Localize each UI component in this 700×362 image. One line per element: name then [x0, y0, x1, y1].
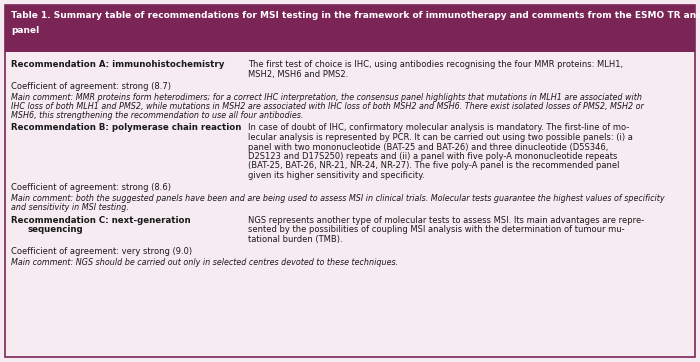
FancyBboxPatch shape — [5, 5, 695, 357]
Text: Main comment: MMR proteins form heterodimers; for a correct IHC interpretation, : Main comment: MMR proteins form heterodi… — [11, 93, 642, 101]
Text: sented by the possibilities of coupling MSI analysis with the determination of t: sented by the possibilities of coupling … — [248, 226, 624, 235]
Text: Recommendation A: immunohistochemistry: Recommendation A: immunohistochemistry — [11, 60, 225, 69]
Text: NGS represents another type of molecular tests to assess MSI. Its main advantage: NGS represents another type of molecular… — [248, 216, 644, 225]
Text: MSH2, MSH6 and PMS2.: MSH2, MSH6 and PMS2. — [248, 70, 349, 79]
Text: (BAT-25, BAT-26, NR-21, NR-24, NR-27). The five poly-A panel is the recommended : (BAT-25, BAT-26, NR-21, NR-24, NR-27). T… — [248, 161, 620, 171]
Text: tational burden (TMB).: tational burden (TMB). — [248, 235, 342, 244]
Text: panel with two mononucleotide (BAT-25 and BAT-26) and three dinucleotide (D5S346: panel with two mononucleotide (BAT-25 an… — [248, 143, 608, 152]
Text: Coefficient of agreement: strong (8.6): Coefficient of agreement: strong (8.6) — [11, 184, 171, 193]
Text: and sensitivity in MSI testing.: and sensitivity in MSI testing. — [11, 203, 129, 212]
Text: Coefficient of agreement: very strong (9.0): Coefficient of agreement: very strong (9… — [11, 248, 192, 257]
Text: The first test of choice is IHC, using antibodies recognising the four MMR prote: The first test of choice is IHC, using a… — [248, 60, 623, 69]
Text: MSH6, this strengthening the recommendation to use all four antibodies.: MSH6, this strengthening the recommendat… — [11, 110, 303, 119]
Text: IHC loss of both MLH1 and PMS2, while mutations in MSH2 are associated with IHC : IHC loss of both MLH1 and PMS2, while mu… — [11, 101, 644, 110]
Text: Recommendation B: polymerase chain reaction: Recommendation B: polymerase chain react… — [11, 123, 241, 132]
Text: In case of doubt of IHC, confirmatory molecular analysis is mandatory. The first: In case of doubt of IHC, confirmatory mo… — [248, 123, 629, 132]
Text: Main comment: both the suggested panels have been and are being used to assess M: Main comment: both the suggested panels … — [11, 194, 664, 203]
Text: Recommendation C: next-generation: Recommendation C: next-generation — [11, 216, 190, 225]
Text: Main comment: NGS should be carried out only in selected centres devoted to thes: Main comment: NGS should be carried out … — [11, 258, 398, 267]
Text: panel: panel — [11, 26, 39, 35]
FancyBboxPatch shape — [5, 5, 695, 52]
Text: Coefficient of agreement: strong (8.7): Coefficient of agreement: strong (8.7) — [11, 82, 171, 91]
Text: Table 1. Summary table of recommendations for MSI testing in the framework of im: Table 1. Summary table of recommendation… — [11, 11, 700, 20]
Text: lecular analysis is represented by PCR. It can be carried out using two possible: lecular analysis is represented by PCR. … — [248, 133, 633, 142]
Text: D2S123 and D17S250) repeats and (ii) a panel with five poly-A mononucleotide rep: D2S123 and D17S250) repeats and (ii) a p… — [248, 152, 617, 161]
Text: given its higher sensitivity and specificity.: given its higher sensitivity and specifi… — [248, 171, 425, 180]
Text: sequencing: sequencing — [27, 226, 83, 235]
